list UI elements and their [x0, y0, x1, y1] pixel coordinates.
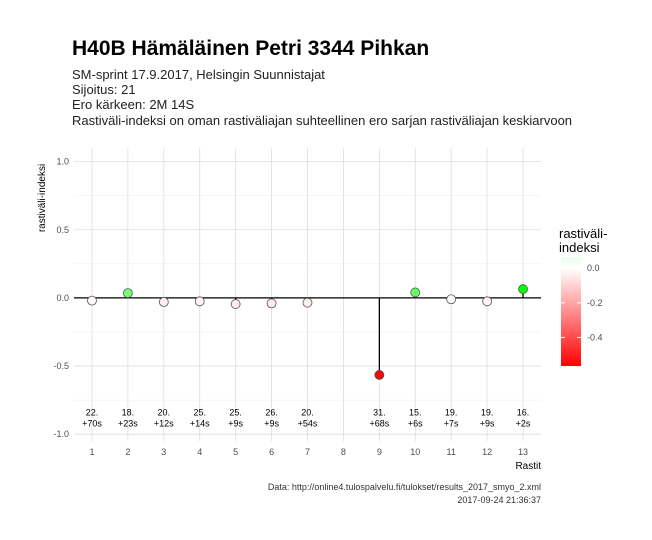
data-point: [266, 298, 277, 309]
x-tick-label: 1: [89, 447, 94, 457]
annotation-diff: +70s: [82, 419, 102, 429]
data-point: [122, 288, 133, 299]
x-tick-label: 13: [518, 447, 528, 457]
y-tick-label: 1.0: [56, 157, 69, 167]
legend-title-line-1: rastiväli-: [559, 226, 607, 241]
y-tick-label: 0.5: [56, 225, 69, 235]
subtitle-line-2: Sijoitus: 21: [72, 82, 136, 97]
subtitle-line-3: Ero kärkeen: 2M 14S: [72, 97, 194, 112]
annotation-diff: +23s: [118, 419, 138, 429]
annotation-diff: +2s: [516, 419, 531, 429]
x-tick-label: 5: [233, 447, 238, 457]
caption-source: Data: http://online4.tulospalvelu.fi/tul…: [268, 482, 541, 492]
data-point: [410, 287, 421, 298]
annotation-place: 20.: [301, 408, 314, 418]
annotation-place: 31.: [373, 408, 386, 418]
annotation-place: 18.: [122, 408, 135, 418]
y-axis-label: rastiväli-indeksi: [37, 164, 48, 232]
annotation-diff: +9s: [228, 419, 243, 429]
y-tick-label: -1.0: [53, 429, 69, 439]
x-tick-label: 8: [341, 447, 346, 457]
annotation-diff: +68s: [369, 419, 389, 429]
x-tick-label: 4: [197, 447, 202, 457]
annotation-place: 25.: [229, 408, 242, 418]
data-point: [302, 297, 313, 308]
x-tick-label: 3: [161, 447, 166, 457]
data-point: [87, 295, 97, 306]
legend-tick-label: -0.2: [587, 298, 603, 308]
data-point: [194, 296, 205, 307]
annotation-place: 19.: [481, 408, 494, 418]
x-tick-label: 7: [305, 447, 310, 457]
x-tick-label: 12: [482, 447, 492, 457]
annotation-place: 25.: [193, 408, 206, 418]
annotation-diff: +6s: [408, 419, 423, 429]
chart-title: H40B Hämäläinen Petri 3344 Pihkan: [72, 37, 429, 60]
annotation-place: 16.: [517, 408, 530, 418]
annotation-diff: +7s: [444, 419, 459, 429]
annotation-diff: +9s: [480, 419, 495, 429]
plot-area: -1.0-0.50.00.51.01 2 3 4 5 6 7 8 9 10 11 12 1322.+70…: [53, 148, 541, 457]
subtitle-line-4: Rastiväli-indeksi on oman rastiväliajan …: [72, 113, 572, 128]
caption-timestamp: 2017-09-24 21:36:37: [457, 495, 541, 505]
x-axis-label: Rastit: [515, 461, 541, 472]
data-point: [482, 296, 493, 307]
legend-title-line-2: indeksi: [559, 240, 600, 255]
annotation-place: 22.: [86, 408, 99, 418]
annotation-place: 26.: [265, 408, 278, 418]
legend-tick-label: 0.0: [587, 263, 600, 273]
y-tick-label: 0.0: [56, 293, 69, 303]
annotation-place: 20.: [158, 408, 171, 418]
annotation-diff: +12s: [154, 419, 174, 429]
x-tick-label: 9: [377, 447, 382, 457]
data-point: [230, 299, 241, 309]
x-tick-label: 6: [269, 447, 274, 457]
data-point: [446, 294, 457, 305]
legend: rastiväli- indeksi 0.0 -0.2 -0.4: [559, 226, 607, 366]
annotation-place: 19.: [445, 408, 458, 418]
legend-colorbar: [561, 257, 581, 366]
annotation-diff: +14s: [190, 419, 210, 429]
y-tick-label: -0.5: [53, 361, 69, 371]
x-tick-label: 2: [125, 447, 130, 457]
annotation-diff: +54s: [298, 419, 318, 429]
data-point: [374, 370, 385, 380]
x-tick-label: 10: [410, 447, 420, 457]
x-tick-label: 11: [447, 447, 456, 457]
legend-tick-label: -0.4: [587, 332, 603, 342]
data-point: [518, 284, 528, 294]
data-point: [158, 297, 169, 307]
subtitle-line-1: SM-sprint 17.9.2017, Helsingin Suunnista…: [72, 67, 325, 82]
annotation-place: 15.: [409, 408, 422, 418]
annotation-diff: +9s: [264, 419, 279, 429]
